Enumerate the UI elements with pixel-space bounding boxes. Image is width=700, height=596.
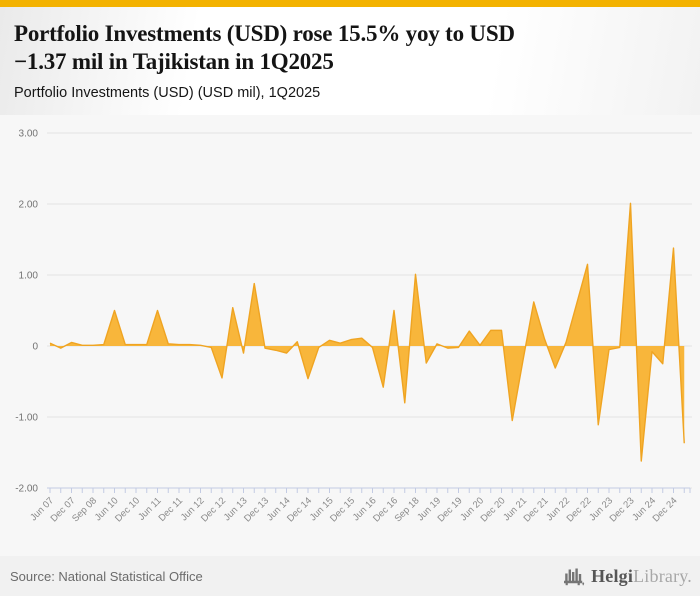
svg-text:Dec 23: Dec 23 <box>608 495 637 524</box>
bar-stack-logo-icon <box>564 568 585 586</box>
svg-text:Dec 12: Dec 12 <box>199 495 228 524</box>
svg-text:Dec 11: Dec 11 <box>157 495 186 524</box>
svg-text:3.00: 3.00 <box>19 129 39 140</box>
svg-text:Dec 21: Dec 21 <box>522 495 551 524</box>
logo-text-library: Library. <box>633 565 692 586</box>
helgi-library-logo[interactable]: HelgiLibrary. <box>562 564 692 588</box>
svg-text:0: 0 <box>32 342 38 353</box>
svg-text:Dec 20: Dec 20 <box>479 495 508 524</box>
svg-text:Dec 24: Dec 24 <box>651 495 680 524</box>
svg-text:Sep 18: Sep 18 <box>393 495 422 524</box>
title-line-1: Portfolio Investments (USD) rose 15.5% y… <box>14 21 515 46</box>
svg-text:Dec 15: Dec 15 <box>328 495 357 524</box>
chart-area: 3.00 2.00 1.00 0 -1.00 -2.00 Jun 07 Dec 07 Sep 0… <box>0 115 700 556</box>
chart-subtitle: Portfolio Investments (USD) (USD mil), 1… <box>14 85 321 101</box>
gridlines <box>47 132 692 489</box>
accent-bar <box>0 0 700 7</box>
source-note: Source: National Statistical Office <box>10 568 203 584</box>
footer: Source: National Statistical Office Helg… <box>0 556 700 596</box>
logo-text-helgi: Helgi <box>591 565 634 586</box>
svg-text:Sep 08: Sep 08 <box>70 495 99 524</box>
svg-text:Dec 19: Dec 19 <box>436 495 465 524</box>
svg-text:Dec 14: Dec 14 <box>285 495 314 524</box>
header: Portfolio Investments (USD) rose 15.5% y… <box>0 7 700 115</box>
svg-text:Dec 13: Dec 13 <box>242 495 271 524</box>
logo-wordmark: HelgiLibrary. <box>591 566 692 587</box>
series-area <box>50 203 685 462</box>
svg-text:-2.00: -2.00 <box>15 484 38 495</box>
title-line-2: −1.37 mil in Tajikistan in 1Q2025 <box>14 49 334 74</box>
svg-text:Dec 10: Dec 10 <box>113 495 142 524</box>
svg-text:1.00: 1.00 <box>19 271 39 282</box>
y-axis-labels: 3.00 2.00 1.00 0 -1.00 -2.00 <box>15 129 38 495</box>
svg-text:2.00: 2.00 <box>19 200 39 211</box>
page-title: Portfolio Investments (USD) rose 15.5% y… <box>14 20 684 76</box>
svg-text:Dec 22: Dec 22 <box>565 495 594 524</box>
svg-text:-1.00: -1.00 <box>15 413 38 424</box>
series-line <box>49 202 685 462</box>
x-axis <box>47 487 691 493</box>
